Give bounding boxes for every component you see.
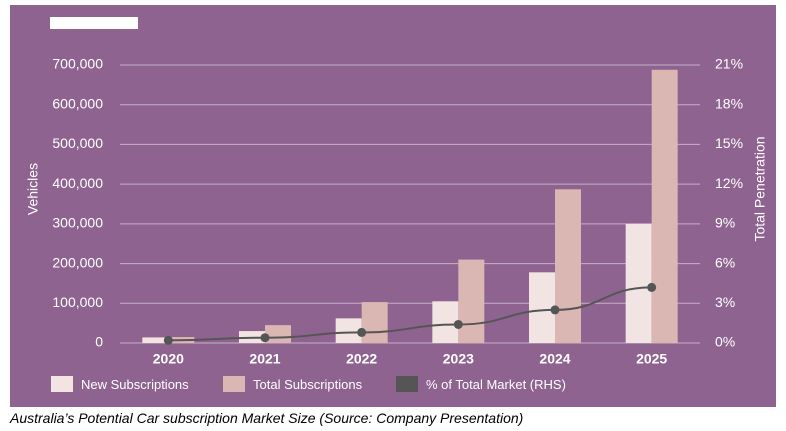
bar-total-subscriptions bbox=[265, 325, 291, 343]
y2-tick-label: 15% bbox=[715, 135, 743, 151]
y-axis-title: Vehicles bbox=[25, 163, 41, 215]
market-share-point bbox=[163, 335, 173, 345]
market-share-line-layer bbox=[163, 282, 657, 345]
y2-tick-label: 3% bbox=[715, 294, 735, 310]
bar-new-subscriptions bbox=[335, 318, 362, 343]
y2-tick-label: 6% bbox=[715, 254, 735, 270]
x-tick-label: 2022 bbox=[346, 351, 377, 367]
y-tick-label: 500,000 bbox=[52, 135, 103, 151]
legend-swatch-total-subscriptions bbox=[223, 376, 245, 392]
y-tick-label: 600,000 bbox=[52, 95, 103, 111]
bar-new-subscriptions bbox=[142, 337, 169, 343]
bars bbox=[142, 69, 678, 343]
legend: New Subscriptions Total Subscriptions % … bbox=[51, 376, 566, 392]
legend-label-market-share: % of Total Market (RHS) bbox=[426, 377, 566, 392]
title-redaction-bar bbox=[50, 17, 138, 29]
legend-swatch-new-subscriptions bbox=[51, 376, 73, 392]
market-share-point bbox=[550, 305, 560, 315]
bar-new-subscriptions bbox=[625, 223, 652, 343]
x-tick-label: 2024 bbox=[539, 351, 570, 367]
bar-new-subscriptions bbox=[529, 272, 555, 343]
chart: 0 100,000 200,000 300,000 400,000 500,000 600,… bbox=[25, 17, 768, 392]
y-tick-label: 100,000 bbox=[52, 294, 103, 310]
market-share-point bbox=[357, 327, 367, 337]
legend-label-new-subscriptions: New Subscriptions bbox=[81, 377, 189, 392]
gridlines bbox=[120, 64, 700, 344]
bar-total-subscriptions bbox=[555, 189, 581, 343]
y2-tick-label: 0% bbox=[715, 334, 735, 350]
y-tick-label: 700,000 bbox=[52, 56, 103, 72]
legend-label-total-subscriptions: Total Subscriptions bbox=[253, 377, 363, 392]
y2-tick-label: 12% bbox=[715, 175, 743, 191]
legend-swatch-market-share bbox=[396, 376, 418, 392]
chart-panel: 0 100,000 200,000 300,000 400,000 500,000 600,… bbox=[10, 5, 776, 407]
y2-tick-label: 9% bbox=[715, 215, 735, 231]
figure-caption: Australia’s Potential Car subscription M… bbox=[10, 410, 524, 426]
x-tick-label: 2025 bbox=[636, 351, 667, 367]
y-tick-label: 300,000 bbox=[52, 215, 103, 231]
bar-total-subscriptions bbox=[651, 69, 678, 343]
x-tick-label: 2020 bbox=[153, 351, 184, 367]
x-tick-label: 2023 bbox=[443, 351, 474, 367]
y2-axis-title: Total Penetration bbox=[752, 136, 768, 241]
y-tick-label: 400,000 bbox=[52, 175, 103, 191]
x-tick-label: 2021 bbox=[249, 351, 280, 367]
bar-total-subscriptions bbox=[458, 259, 485, 343]
y2-tick-label: 18% bbox=[715, 95, 743, 111]
tick-labels: 0 100,000 200,000 300,000 400,000 500,000 600,… bbox=[52, 56, 743, 367]
market-share-point bbox=[260, 333, 270, 343]
market-share-point bbox=[453, 319, 463, 329]
y-tick-label: 0 bbox=[95, 334, 103, 350]
bar-new-subscriptions bbox=[432, 301, 459, 343]
y-tick-label: 200,000 bbox=[52, 254, 103, 270]
market-share-point bbox=[647, 282, 657, 292]
bar-total-subscriptions bbox=[361, 302, 388, 343]
y2-tick-label: 21% bbox=[715, 56, 743, 72]
